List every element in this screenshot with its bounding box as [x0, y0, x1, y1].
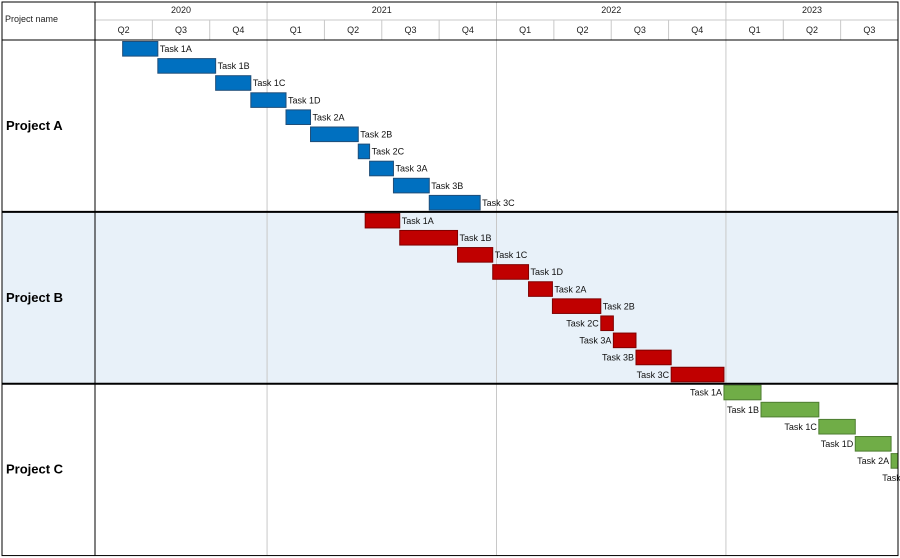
task-bar: [818, 418, 856, 435]
task-label: Task 2B: [603, 301, 635, 311]
task-label: Task 1B: [218, 61, 250, 71]
task-bar: [310, 126, 359, 143]
project-label: Project C: [6, 462, 64, 477]
task-bar: [428, 194, 481, 211]
task-bar: [364, 212, 401, 229]
project-band: [2, 383, 898, 556]
task-label: Task 1B: [727, 405, 759, 415]
task-bar: [399, 229, 459, 246]
task-label: Task 1A: [402, 216, 434, 226]
project-label: Project A: [6, 118, 63, 133]
task-label: Task 1C: [784, 422, 817, 432]
task-label: Task 2C: [372, 147, 405, 157]
quarter-label: Q2: [347, 25, 359, 35]
task-bar: [215, 75, 252, 91]
task-bar: [369, 160, 394, 177]
task-label: Task 3B: [431, 181, 463, 191]
task-bar: [612, 332, 637, 349]
task-bar: [357, 143, 371, 160]
task-label: Task 2C: [566, 318, 599, 328]
task-label: Task 3C: [482, 198, 515, 208]
task-label: Task 3B: [602, 353, 634, 363]
year-label: 2021: [372, 5, 392, 15]
task-bar: [551, 298, 602, 314]
quarter-label: Q1: [749, 25, 761, 35]
task-bar: [250, 92, 287, 108]
task-label: Task 1A: [160, 44, 192, 54]
task-label: Task 3A: [395, 164, 427, 174]
task-bar: [157, 58, 217, 74]
project-band: [2, 40, 898, 212]
quarter-label: Q4: [462, 25, 474, 35]
task-label: Task 1D: [288, 95, 321, 105]
task-bar: [600, 315, 614, 332]
project-bands: Project A Project B Project C: [2, 40, 898, 556]
task-bar: [635, 349, 672, 366]
task-label: Task 2A: [857, 456, 889, 466]
quarter-label: Q4: [691, 25, 703, 35]
project-name-column-header: Project name: [5, 14, 58, 24]
task-label: Task 2A: [554, 284, 586, 294]
year-label: 2022: [601, 5, 621, 15]
task-label: Task 3C: [637, 370, 670, 380]
task-label: Task 1C: [253, 78, 286, 88]
task-bar: [890, 453, 899, 469]
quarter-label: Q4: [232, 25, 244, 35]
quarter-label: Q2: [118, 25, 130, 35]
task-label: Task 2A: [313, 112, 345, 122]
quarter-label: Q3: [634, 25, 646, 35]
task-bar: [492, 264, 530, 280]
quarter-label: Q3: [863, 25, 875, 35]
task-bar: [854, 436, 892, 452]
task-bar: [457, 247, 494, 263]
task-bar: [528, 281, 553, 297]
task-bar: [122, 41, 159, 57]
task-label: Task 2B: [882, 473, 900, 483]
task-bar: [760, 401, 820, 418]
quarter-label: Q2: [577, 25, 589, 35]
task-label: Task 1D: [531, 267, 564, 277]
quarter-label: Q2: [806, 25, 818, 35]
year-label: 2023: [802, 5, 822, 15]
quarter-label: Q1: [519, 25, 531, 35]
task-label: Task 1B: [460, 233, 492, 243]
task-label: Task 1D: [821, 439, 854, 449]
task-label: Task 1C: [495, 250, 528, 260]
quarter-label: Q3: [404, 25, 416, 35]
quarter-label: Q3: [175, 25, 187, 35]
task-label: Task 2B: [360, 130, 392, 140]
task-bar: [392, 177, 430, 194]
task-bar: [285, 109, 312, 126]
task-label: Task 1A: [690, 388, 722, 398]
quarter-label: Q1: [290, 25, 302, 35]
project-label: Project B: [6, 290, 63, 305]
task-bar: [723, 384, 762, 401]
task-label: Task 3A: [579, 336, 611, 346]
year-label: 2020: [171, 5, 191, 15]
timeline-header: Project name Q2 Q3 Q4 Q1 Q2 Q3 Q4 Q1 Q2 Q3 Q4 Q1 Q2 Q…: [2, 5, 898, 41]
task-bar: [670, 366, 725, 383]
